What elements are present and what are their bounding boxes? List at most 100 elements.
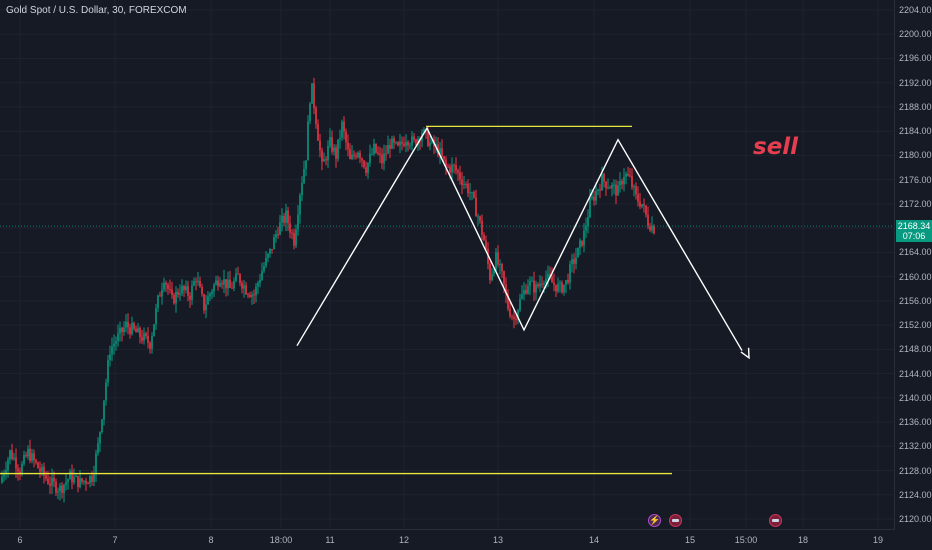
candle-body: [553, 282, 555, 285]
price-tick-label: 2180.00: [899, 150, 932, 161]
candle-body: [653, 225, 655, 234]
candle-body: [173, 294, 175, 304]
candle-body: [139, 328, 141, 338]
candle-body: [637, 194, 639, 202]
candle-body: [311, 83, 313, 104]
candle-body: [321, 150, 323, 162]
candle-body: [377, 152, 379, 154]
candle-body: [209, 293, 211, 297]
candle-body: [351, 154, 353, 160]
candle-body: [541, 283, 543, 285]
candle-body: [47, 478, 49, 484]
candle-body: [147, 335, 149, 343]
candle-body: [73, 476, 75, 483]
candle-body: [595, 191, 597, 201]
price-tick-label: 2132.00: [899, 441, 932, 452]
time-tick-label: 12: [398, 535, 410, 545]
candle-body: [397, 142, 399, 146]
candle-body: [21, 463, 23, 475]
candle-body: [573, 259, 575, 264]
candle-body: [599, 189, 601, 191]
candle-body: [153, 324, 155, 336]
candle-body: [409, 145, 411, 147]
us-flag-icon[interactable]: [769, 514, 782, 527]
candle-body: [441, 148, 443, 157]
candle-body: [297, 214, 299, 230]
candle-body: [267, 253, 269, 258]
price-tick-label: 2172.00: [899, 198, 932, 209]
candle-body: [531, 280, 533, 282]
candle-body: [333, 147, 335, 152]
candle-body: [491, 273, 493, 281]
candle-body: [87, 483, 89, 485]
candle-body: [571, 259, 573, 265]
candle-body: [31, 453, 33, 461]
candle-body: [631, 176, 633, 188]
candle-body: [327, 145, 329, 161]
time-tick-label: 14: [588, 535, 600, 545]
candle-body: [115, 341, 117, 344]
price-tick-label: 2176.00: [899, 174, 932, 185]
candle-body: [547, 273, 549, 279]
candle-body: [17, 468, 19, 472]
candle-body: [189, 295, 191, 300]
candle-body: [57, 491, 59, 493]
candle-body: [455, 164, 457, 171]
candle-body: [467, 184, 469, 194]
candle-body: [211, 291, 213, 294]
candle-body: [253, 294, 255, 296]
candle-body: [523, 290, 525, 295]
candle-body: [501, 264, 503, 272]
candle-body: [71, 471, 73, 483]
candle-body: [469, 192, 471, 194]
candle-body: [489, 263, 491, 281]
candle-body: [357, 152, 359, 158]
candle-body: [499, 264, 501, 266]
candle-body: [249, 295, 251, 297]
candle-body: [521, 294, 523, 299]
candle-body: [413, 136, 415, 140]
candle-body: [585, 226, 587, 231]
candle-body: [15, 457, 17, 469]
price-tick-label: 2164.00: [899, 247, 932, 258]
lightning-icon[interactable]: ⚡: [648, 514, 661, 527]
candle-body: [589, 198, 591, 218]
candle-body: [335, 147, 337, 159]
candle-body: [35, 460, 37, 463]
candle-body: [81, 478, 83, 482]
candle-body: [221, 283, 223, 285]
candle-body: [587, 217, 589, 227]
candle-body: [27, 448, 29, 457]
candle-body: [303, 168, 305, 184]
candle-body: [623, 176, 625, 185]
us-flag-icon[interactable]: [669, 514, 682, 527]
candle-body: [121, 327, 123, 332]
candle-body: [517, 310, 519, 320]
candle-body: [557, 283, 559, 292]
candle-body: [451, 164, 453, 173]
candle-body: [239, 274, 241, 284]
arrow-head-icon: [740, 347, 750, 360]
candle-body: [479, 216, 481, 221]
candle-body: [341, 121, 343, 138]
candle-body: [85, 480, 87, 484]
candle-body: [95, 453, 97, 474]
candle-body: [229, 279, 231, 288]
candle-body: [497, 252, 499, 265]
candle-body: [135, 328, 137, 333]
candle-body: [349, 149, 351, 160]
candle-body: [473, 192, 475, 198]
candle-body: [165, 282, 167, 285]
candle-body: [347, 142, 349, 150]
time-tick-label: 8: [208, 535, 214, 545]
candle-body: [235, 273, 237, 281]
candle-body: [323, 159, 325, 162]
candle-body: [289, 223, 291, 233]
candle-body: [273, 237, 275, 250]
candle-body: [645, 205, 647, 215]
time-tick-label: 18: [797, 535, 809, 545]
candle-body: [195, 281, 197, 283]
candle-body: [507, 294, 509, 309]
candle-body: [405, 142, 407, 146]
